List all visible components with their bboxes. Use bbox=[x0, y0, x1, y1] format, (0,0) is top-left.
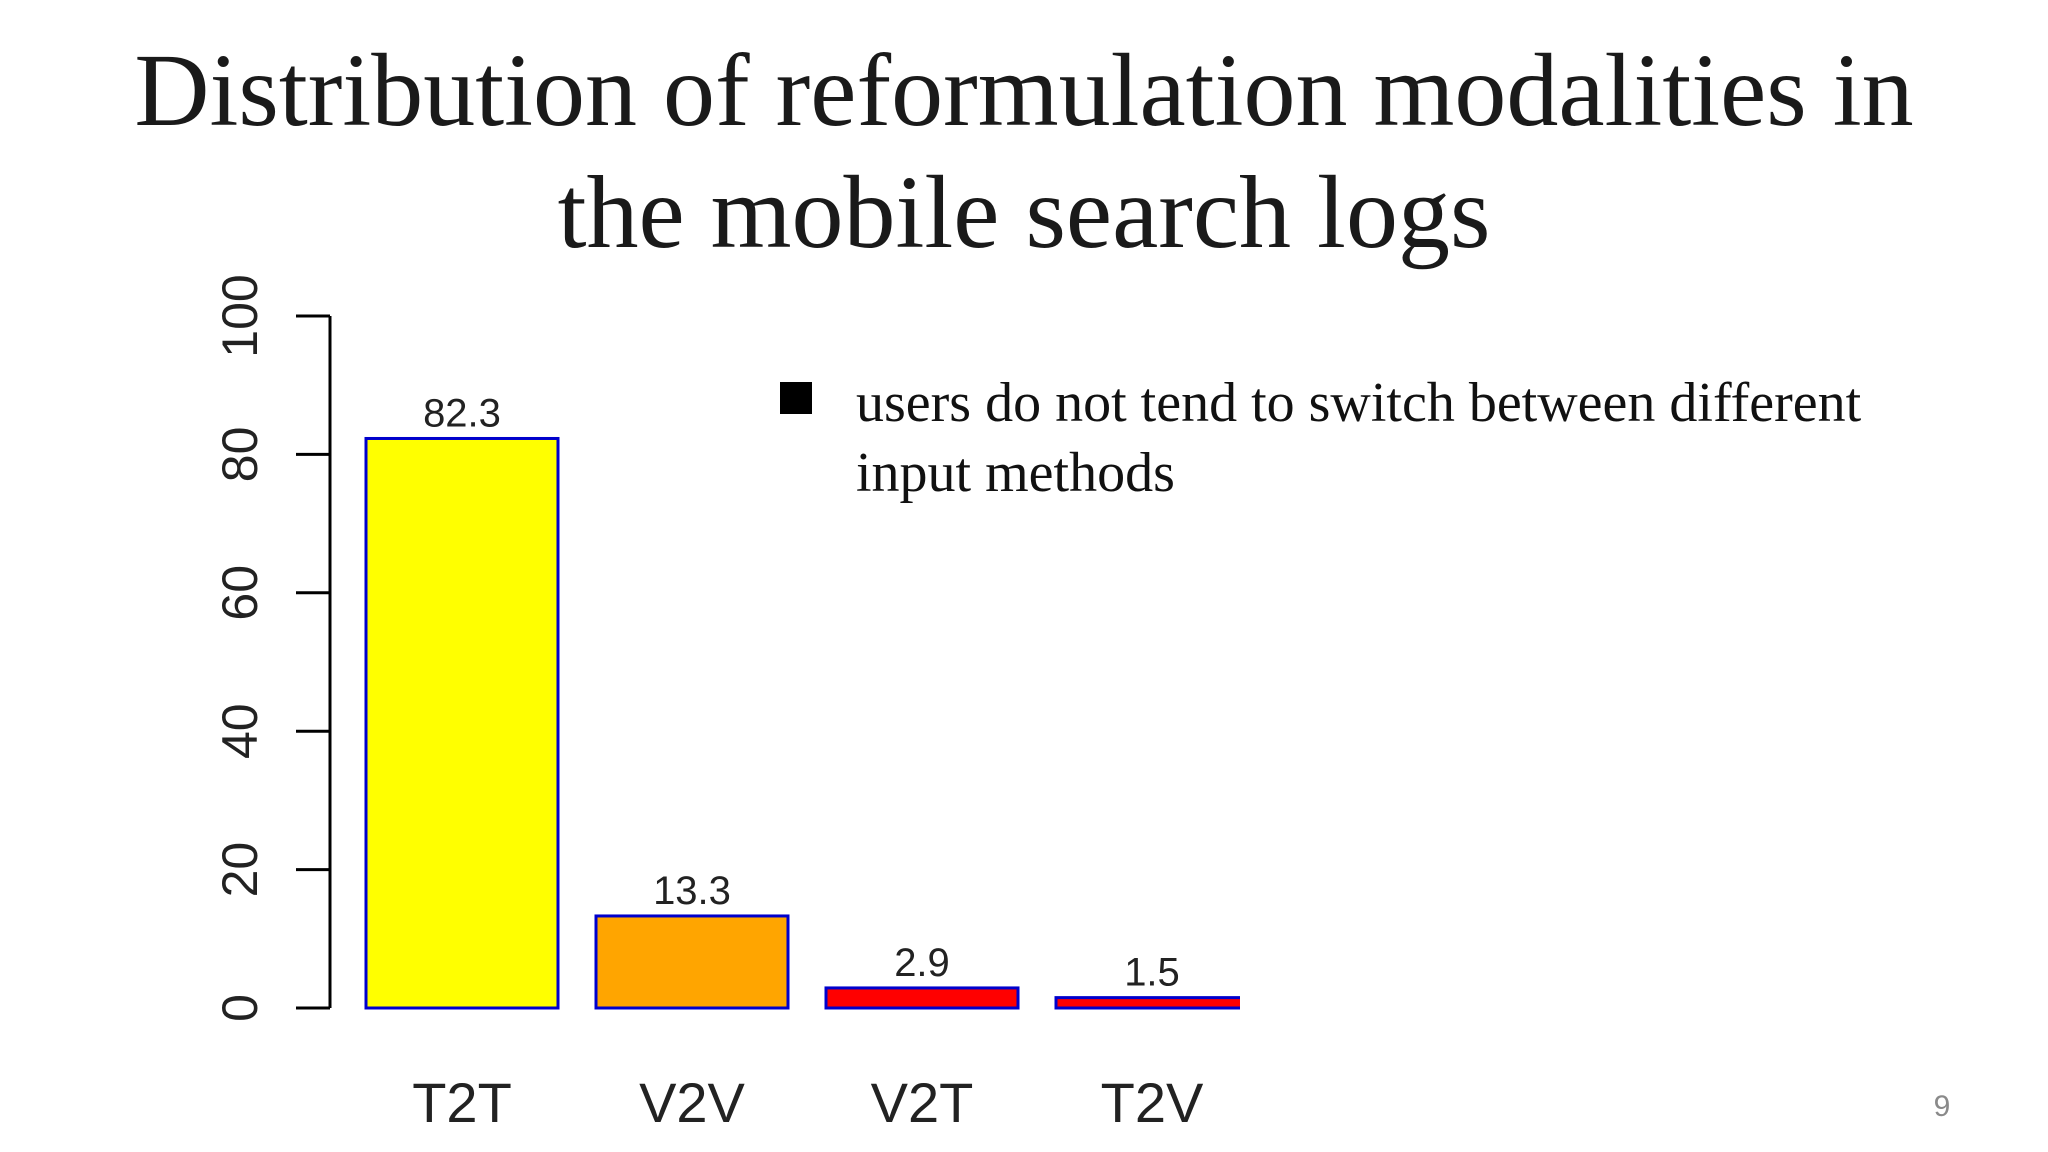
x-category-label-T2V: T2V bbox=[1101, 1071, 1204, 1134]
bar-V2V bbox=[594, 914, 790, 1010]
chart-area: 020406080100%Reformulations82.3T2T13.3V2… bbox=[170, 262, 1240, 1152]
data-label-T2V: 1.5 bbox=[1124, 951, 1180, 995]
bar-chart: 020406080100%Reformulations82.3T2T13.3V2… bbox=[212, 274, 1240, 1134]
y-tick-label-100: 100 bbox=[212, 274, 268, 357]
y-tick-label-60: 60 bbox=[212, 565, 268, 621]
x-category-label-V2V: V2V bbox=[639, 1071, 745, 1134]
y-tick-label-40: 40 bbox=[212, 703, 268, 759]
y-tick-label-80: 80 bbox=[212, 427, 268, 483]
bar-T2V bbox=[1054, 996, 1240, 1010]
bullet-square-icon bbox=[780, 382, 812, 414]
slide-title-line-1: Distribution of reformulation modalities… bbox=[134, 33, 1914, 148]
slide-title: Distribution of reformulation modalities… bbox=[0, 30, 2048, 274]
page-number: 9 bbox=[1933, 1090, 1951, 1123]
data-label-V2V: 13.3 bbox=[653, 869, 731, 913]
x-category-label-T2T: T2T bbox=[412, 1071, 512, 1134]
y-tick-label-0: 0 bbox=[212, 994, 268, 1022]
y-tick-label-20: 20 bbox=[212, 842, 268, 898]
data-label-T2T: 82.3 bbox=[423, 391, 501, 435]
bar-V2T bbox=[824, 986, 1020, 1010]
bar-T2T bbox=[364, 436, 560, 1010]
slide-title-line-2: the mobile search logs bbox=[557, 155, 1491, 270]
bullet-text: users do not tend to switch between diff… bbox=[856, 372, 1862, 504]
data-label-V2T: 2.9 bbox=[894, 941, 950, 985]
x-category-label-V2T: V2T bbox=[871, 1071, 974, 1134]
